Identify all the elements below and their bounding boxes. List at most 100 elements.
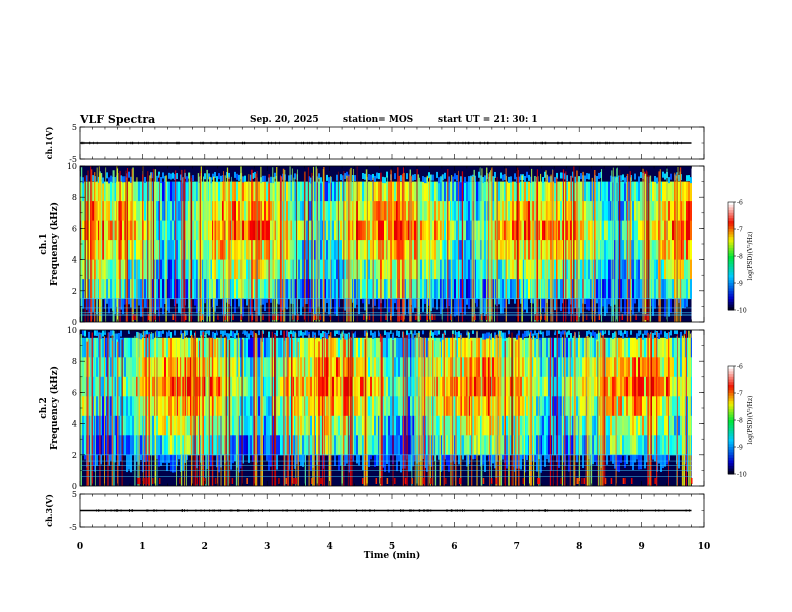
emission-cell [672,259,674,280]
emission-fringe [308,176,310,183]
emission-cell [118,376,120,397]
emission-cell [446,376,448,397]
emission-fringe [584,175,586,182]
emission-cell [378,396,380,417]
emission-cell [106,279,108,300]
emission-cell [320,337,322,358]
emission-cell [290,337,292,358]
emission-cell [250,220,252,241]
emission-cell [352,357,354,378]
emission-fringe [172,454,174,473]
emission-cell [382,376,384,397]
emission-cell [274,220,276,241]
emission-fringe [186,454,188,460]
emission-cell [332,181,334,202]
emission-cell [622,259,624,280]
emission-cell [176,279,178,300]
emission-cell [188,357,190,378]
emission-cell [82,337,84,358]
emission-cell [474,357,476,378]
emission-cell [324,181,326,202]
emission-cell [250,435,252,456]
emission-cell [670,181,672,202]
emission-cell [408,201,410,222]
emission-cell [682,279,684,300]
emission-cell [566,259,568,280]
emission-cell [340,337,342,358]
emission-cell [678,259,680,280]
emission-cell [270,259,272,280]
emission-cell [156,181,158,202]
colorbar-cell [728,256,734,260]
emission-cell [388,181,390,202]
emission-cell [164,201,166,222]
emission-cell [368,337,370,358]
emission-cell [512,220,514,241]
emission-cell [250,415,252,436]
emission-cell [580,240,582,261]
emission-cell [502,415,504,436]
emission-cell [114,279,116,300]
emission-fringe [270,176,272,183]
emission-fringe [544,298,546,313]
emission-cell [474,415,476,436]
emission-cell [152,357,154,378]
emission-fringe [324,331,326,338]
emission-fringe [180,330,182,335]
emission-fringe [290,174,292,181]
emission-cell [472,337,474,358]
emission-cell [536,396,538,417]
emission-cell [186,435,188,456]
emission-fringe [108,332,110,339]
emission-cell [210,220,212,241]
emission-cell [338,279,340,300]
emission-cell [140,240,142,261]
emission-fringe [328,298,330,315]
emission-cell [174,396,176,417]
emission-cell [124,259,126,280]
emission-cell [268,337,270,358]
emission-fringe [434,330,436,335]
emission-cell [266,396,268,417]
emission-cell [466,240,468,261]
emission-cell [170,240,172,261]
low-freq-burst [540,314,542,320]
emission-cell [354,376,356,397]
emission-cell [538,181,540,202]
emission-cell [454,435,456,456]
emission-cell [524,181,526,202]
emission-cell [620,240,622,261]
emission-cell [670,259,672,280]
emission-cell [678,181,680,202]
emission-cell [98,396,100,417]
emission-cell [492,201,494,222]
emission-cell [370,240,372,261]
low-freq-burst [201,314,204,320]
emission-cell [126,396,128,417]
emission-cell [358,337,360,358]
emission-cell [96,435,98,456]
emission-cell [362,220,364,241]
emission-fringe [338,330,340,335]
emission-cell [168,435,170,456]
emission-fringe [344,298,346,311]
emission-cell [204,181,206,202]
emission-cell [546,396,548,417]
emission-cell [490,376,492,397]
emission-cell [336,240,338,261]
spectrogram-image [80,166,704,322]
emission-cell [436,279,438,300]
emission-cell [254,181,256,202]
emission-cell [538,376,540,397]
emission-cell [236,240,238,261]
emission-fringe [214,332,216,339]
emission-fringe [106,298,108,304]
emission-cell [568,240,570,261]
emission-cell [128,201,130,222]
emission-fringe [592,298,594,311]
emission-cell [392,259,394,280]
emission-cell [370,279,372,300]
emission-cell [230,435,232,456]
emission-cell [320,220,322,241]
emission-cell [478,357,480,378]
